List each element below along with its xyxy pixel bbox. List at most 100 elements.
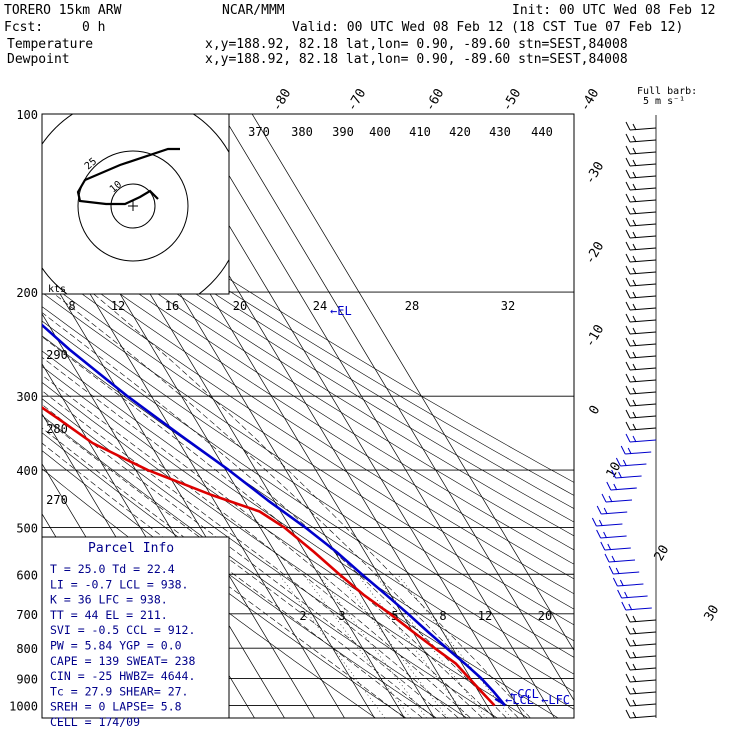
hodograph-origin (128, 201, 138, 211)
dry-adiabat-line (42, 166, 574, 496)
wind-barb-flag (625, 397, 631, 407)
pressure-label: 900 (16, 672, 38, 686)
barb-legend-title: Full barb: (637, 86, 697, 97)
wind-barb-flag (632, 435, 637, 443)
wind-barb-flag (621, 601, 627, 611)
wind-barb-flag (625, 205, 631, 215)
wind-barb (625, 607, 652, 611)
wind-barb-flag (632, 699, 637, 707)
wind-barb (629, 235, 657, 239)
temperature-profile (42, 323, 507, 707)
theta-label: 390 (332, 125, 354, 139)
wind-barb-flag (632, 231, 637, 239)
wind-barb-flag (625, 325, 631, 335)
isotherm-top-label: -60 (423, 86, 448, 114)
parcel-info-row: K = 36 LFC = 938. (50, 593, 168, 607)
wind-barb-flag (625, 421, 631, 431)
wind-barb-flag (625, 193, 631, 203)
mixing-ratio-label: 2 (299, 609, 306, 623)
wind-barb-flag (625, 241, 631, 251)
pressure-label: 300 (16, 390, 38, 404)
wind-barb (629, 211, 657, 215)
wind-barb (608, 559, 636, 563)
wind-barb-flag (632, 171, 637, 179)
moist-adiabat-line (42, 416, 435, 718)
wind-barb (629, 271, 657, 275)
wind-barb-flag (625, 685, 631, 695)
wind-barb (629, 319, 657, 323)
legend-temperature-coords: x,y=188.92, 82.18 lat,lon= 0.90, -89.60 … (205, 37, 628, 52)
legend-dewpoint-coords: x,y=188.92, 82.18 lat,lon= 0.90, -89.60 … (205, 52, 628, 67)
wind-barb-flag (632, 267, 637, 275)
wind-barb (629, 367, 657, 371)
mixing-ratio-line (318, 574, 427, 718)
wind-barb-flag (625, 133, 631, 143)
wind-barb-flag (615, 457, 621, 467)
isotherm-right-label: 10 (604, 460, 625, 481)
wind-barb-flag (625, 145, 631, 155)
wind-barb (629, 439, 657, 443)
wind-barb-flag (632, 411, 637, 419)
annotation-lcl-lfc: ←LCL ←LFC (505, 693, 570, 707)
wind-barb (617, 583, 644, 587)
wind-barb-flag (632, 243, 637, 251)
mixing-ratio-label: 20 (538, 609, 552, 623)
wind-barb-flag (596, 505, 602, 515)
wind-barb (629, 715, 657, 719)
wind-barb-flag (625, 649, 631, 659)
wind-barb-flag (624, 591, 629, 599)
wind-barb-flag (632, 399, 637, 407)
dry-adiabat-line (42, 350, 574, 710)
mixing-ratio-upper-label: 32 (501, 299, 515, 313)
mixing-ratio-upper-label: 16 (165, 299, 179, 313)
wind-barb (629, 415, 657, 419)
wind-barb (629, 223, 657, 227)
wind-barb-flag (615, 567, 620, 575)
wind-barb (605, 499, 633, 503)
wind-barbs (591, 115, 657, 719)
wind-barb-flag (632, 147, 637, 155)
wind-barb (629, 163, 657, 167)
org-label: NCAR/MMM (222, 3, 285, 18)
theta-label: 420 (449, 125, 471, 139)
wind-barb-flag (625, 373, 631, 383)
wind-barb-flag (603, 531, 608, 539)
wind-barb-flag (632, 195, 637, 203)
wind-barb-flag (632, 423, 637, 431)
theta-label: 410 (409, 125, 431, 139)
isotherm-top-label: -50 (500, 86, 525, 114)
wind-barb-flag (625, 361, 631, 371)
wind-barb (629, 403, 657, 407)
wind-barb (629, 139, 657, 143)
wind-barb (600, 535, 627, 539)
wind-barb-flag (613, 483, 618, 491)
parcel-info-frame (41, 536, 230, 719)
wind-barb-flag (625, 637, 631, 647)
dry-adiabat-line (42, 366, 559, 718)
wind-barb (629, 619, 657, 623)
wind-barb-flag (620, 445, 626, 455)
wind-barb-flag (618, 471, 623, 479)
mixing-ratio-line (303, 574, 411, 718)
parcel-info-row: LI = -0.7 LCL = 938. (50, 577, 188, 591)
wind-barb-flag (625, 253, 631, 263)
wind-barb-flag (625, 625, 631, 635)
wind-barb-flag (625, 661, 631, 671)
annotation-ccl: ←CCL (510, 687, 539, 701)
wind-barb (610, 487, 637, 491)
wind-barb (629, 427, 657, 431)
parcel-info-row: Tc = 27.9 SHEAR= 27. (50, 684, 188, 698)
wind-barb (629, 187, 657, 191)
wind-barb-flag (625, 121, 631, 131)
wind-barb-flag (625, 301, 631, 311)
dry-adiabat-line (42, 292, 574, 642)
mixing-ratio-label: 3 (338, 609, 345, 623)
wind-barb (629, 259, 657, 263)
moist-adiabat-line (42, 356, 483, 718)
wind-barb-flag (632, 339, 637, 347)
parcel-info-row: TT = 44 EL = 211. (50, 608, 168, 622)
wind-barb-flag (625, 289, 631, 299)
isotherm-right-label: -20 (583, 239, 608, 267)
theta-label: 290 (46, 348, 68, 362)
theta-label: 400 (369, 125, 391, 139)
